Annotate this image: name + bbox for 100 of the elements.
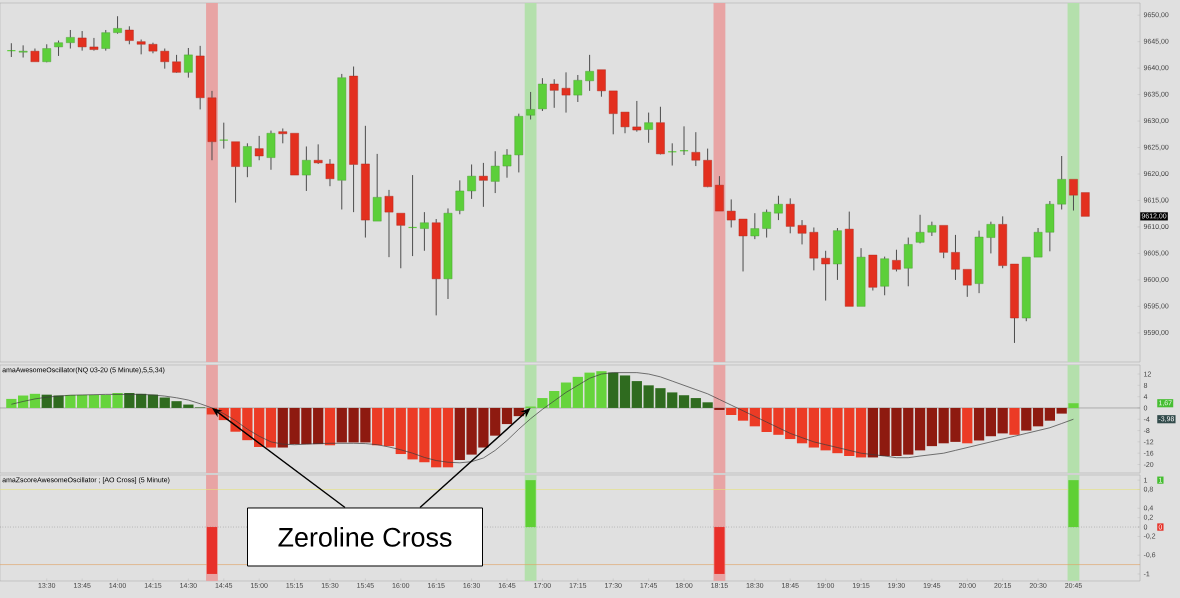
candlestick (927, 221, 937, 237)
bar (6, 398, 17, 408)
candlestick (125, 25, 134, 45)
candlestick (325, 158, 335, 187)
candlestick (986, 221, 996, 254)
candlestick (738, 218, 748, 272)
bar (914, 407, 926, 451)
bar (1009, 407, 1020, 435)
candlestick (939, 225, 948, 259)
bar (88, 394, 100, 408)
candlestick (632, 100, 642, 133)
candlestick (868, 254, 878, 291)
candlestick (278, 127, 288, 144)
candlestick (821, 250, 830, 302)
candlestick (467, 163, 476, 200)
candlestick (337, 73, 347, 210)
bar (855, 407, 867, 458)
candlestick (785, 197, 795, 234)
candlestick (644, 112, 653, 144)
candlestick (1080, 192, 1090, 217)
bar (501, 407, 513, 425)
bar (124, 392, 135, 408)
candlestick (66, 29, 75, 50)
candlestick (915, 214, 925, 243)
candlestick (797, 219, 807, 245)
bar (324, 407, 336, 446)
bar (867, 407, 878, 458)
candlestick (148, 42, 158, 54)
candlestick (219, 122, 229, 150)
candlestick (490, 150, 500, 194)
candlestick (620, 111, 630, 134)
candlestick (42, 43, 52, 62)
candlestick (597, 69, 606, 98)
candlestick (809, 226, 819, 271)
bar (1032, 407, 1044, 427)
bar (678, 395, 690, 408)
candlestick (1045, 200, 1055, 252)
bar (702, 402, 713, 408)
bar (1068, 403, 1079, 408)
candlestick (844, 211, 854, 307)
candlestick (585, 54, 594, 92)
bar (796, 407, 808, 444)
candlestick (750, 212, 760, 240)
candlestick (361, 125, 370, 239)
candlestick (880, 256, 889, 296)
candlestick (455, 179, 465, 215)
candlestick (30, 48, 40, 62)
candlestick (172, 54, 181, 73)
candlestick (526, 91, 535, 120)
bar (136, 393, 147, 408)
candlestick (18, 44, 28, 59)
bar (442, 407, 454, 468)
candlestick (726, 198, 736, 228)
candlestick (892, 249, 901, 272)
candlestick (502, 148, 512, 179)
candlestick (231, 141, 240, 204)
candlestick (573, 74, 583, 103)
candlestick (136, 39, 146, 55)
bar (619, 375, 631, 408)
bar (560, 382, 572, 408)
candlestick (1069, 179, 1078, 212)
bar (962, 407, 973, 444)
candlestick (951, 234, 960, 281)
bar (1021, 407, 1032, 431)
bar (65, 394, 76, 408)
candlestick (608, 90, 618, 135)
bar (383, 407, 395, 447)
candlestick (302, 145, 311, 192)
candlestick (962, 269, 972, 298)
bar (985, 407, 997, 437)
candlestick (243, 142, 252, 178)
candlestick (77, 30, 87, 52)
candlestick (998, 215, 1007, 269)
candlestick (113, 15, 122, 33)
bar (726, 407, 737, 416)
bar (372, 407, 383, 446)
candlestick (313, 143, 323, 164)
candlestick (514, 113, 524, 173)
candlestick (833, 227, 842, 281)
candlestick (538, 77, 547, 112)
candlestick (656, 106, 665, 155)
bar (1056, 407, 1067, 414)
candlestick (195, 45, 205, 110)
candlestick (431, 218, 441, 316)
bar (608, 372, 619, 408)
candlestick (349, 66, 358, 213)
candlestick (184, 47, 193, 79)
bar (147, 394, 159, 408)
candlestick (266, 130, 276, 171)
candlestick (89, 37, 99, 50)
candlestick (549, 78, 559, 109)
bar (926, 407, 937, 447)
candlestick (443, 207, 453, 300)
candlestick (762, 208, 771, 239)
candlestick (691, 131, 701, 167)
bar (1044, 407, 1055, 421)
candlestick (384, 189, 394, 258)
candlestick (774, 195, 783, 221)
candlestick (561, 71, 571, 114)
candlestick (396, 212, 406, 269)
